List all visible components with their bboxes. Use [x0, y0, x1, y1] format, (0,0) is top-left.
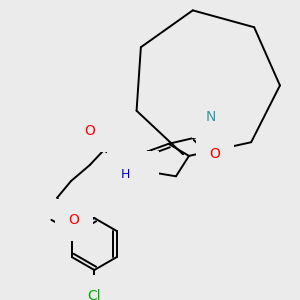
Text: N: N [206, 110, 216, 124]
Text: S: S [136, 165, 145, 179]
Text: H: H [121, 168, 130, 181]
Text: O: O [84, 124, 95, 138]
Text: Cl: Cl [88, 289, 101, 300]
Text: H: H [212, 118, 221, 131]
Text: O: O [209, 147, 220, 161]
Text: N: N [121, 159, 131, 173]
Text: O: O [68, 213, 79, 227]
